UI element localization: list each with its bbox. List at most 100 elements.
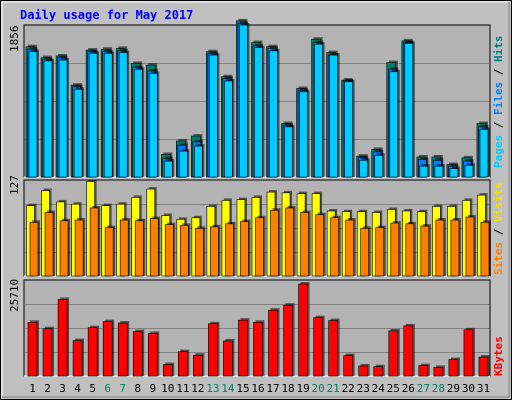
day-label: 5 (89, 382, 96, 395)
day-label: 16 (251, 382, 264, 395)
kbytes-bar (178, 351, 188, 377)
pages-bar (314, 43, 323, 178)
pages-bar (118, 52, 128, 178)
sites-bar (104, 227, 114, 277)
day-label: 2 (44, 382, 51, 395)
kbytes-panel (23, 279, 491, 377)
sites-bar (315, 214, 324, 277)
day-label: 24 (372, 382, 386, 395)
sites-bar (195, 228, 204, 277)
sites-bar (164, 224, 174, 277)
kbytes-bar (448, 359, 459, 377)
pages-bar (434, 165, 444, 178)
sites-bar (345, 219, 354, 277)
legend-visits: Visits (492, 182, 505, 222)
legend-files: Files (492, 82, 505, 115)
kbytes-bar (283, 304, 293, 377)
sites-bar (420, 225, 430, 277)
sites-bar (149, 218, 159, 277)
kbytes-bar (238, 319, 248, 377)
pages-bar (419, 165, 429, 178)
pages-bar (269, 50, 278, 178)
pages-bar (73, 89, 83, 178)
bottom-axis-max-label: 25710 (8, 279, 21, 312)
sites-bar (119, 219, 129, 277)
sites-bar (29, 222, 39, 277)
legend-sites: Sites (492, 242, 505, 275)
pages-bar (88, 53, 98, 178)
pages-bar (148, 73, 158, 178)
kbytes-bar (418, 365, 429, 377)
pages-bar (374, 154, 384, 178)
hits-files-pages-panel (23, 18, 491, 178)
day-label: 27 (417, 382, 430, 395)
day-label: 30 (462, 382, 475, 395)
day-label: 14 (221, 382, 235, 395)
day-label: 15 (236, 382, 249, 395)
pages-bar (133, 68, 143, 178)
legend-pages: Pages (492, 135, 505, 168)
sites-bar (210, 226, 219, 277)
kbytes-bar (298, 283, 308, 377)
sites-bar (450, 219, 460, 277)
sites-bar (225, 223, 234, 277)
kbytes-bar (132, 331, 143, 377)
kbytes-bar (72, 340, 83, 377)
day-label: 7 (119, 382, 126, 395)
pages-bar (464, 165, 474, 178)
day-label: 31 (477, 382, 490, 395)
day-label: 10 (161, 382, 174, 395)
day-label: 12 (191, 382, 204, 395)
kbytes-bar (42, 328, 53, 377)
pages-bar (344, 81, 353, 178)
sites-bar (270, 209, 279, 277)
day-label: 23 (357, 382, 370, 395)
kbytes-bar (223, 340, 233, 377)
pages-bar (209, 54, 218, 178)
day-label: 11 (176, 382, 189, 395)
day-label: 26 (402, 382, 415, 395)
pages-bar (239, 24, 248, 178)
sites-bar (360, 228, 370, 277)
pages-bar (449, 168, 459, 178)
top-legend: Pages / Files / Hits (492, 36, 505, 169)
sites-bar (255, 217, 264, 277)
sites-bar (285, 207, 294, 277)
kbytes-bar (253, 322, 263, 377)
pages-bar (58, 59, 68, 178)
day-label: 25 (387, 382, 400, 395)
kbytes-bar (478, 356, 489, 377)
pages-bar (329, 54, 338, 178)
sites-bar (240, 221, 249, 277)
pages-bar (103, 53, 113, 178)
day-label: 3 (59, 382, 66, 395)
sites-bar (480, 222, 490, 277)
day-label: 20 (312, 382, 325, 395)
middle-axis-max-label: 127 (8, 175, 21, 195)
pages-bar (479, 129, 489, 178)
day-label: 6 (104, 382, 111, 395)
kbytes-bar (373, 366, 384, 377)
kbytes-bar (343, 355, 353, 377)
sites-bar (330, 217, 339, 277)
kbytes-bar (57, 299, 68, 377)
kbytes-bar (268, 309, 278, 377)
kbytes-bar (147, 333, 158, 377)
sites-bar (59, 220, 69, 277)
pages-bar (163, 160, 173, 178)
day-label: 4 (74, 382, 81, 395)
chart-title: Daily usage for May 2017 (20, 8, 193, 22)
visits-sites-panel (23, 179, 491, 277)
kbytes-bar (358, 365, 369, 377)
pages-bar (179, 150, 188, 178)
legend-kbytes: KBytes (492, 336, 505, 376)
day-label: 8 (134, 382, 141, 395)
kbytes-bar (87, 327, 98, 377)
day-label: 9 (149, 382, 156, 395)
sites-bar (300, 212, 309, 277)
kbytes-bar (388, 330, 399, 377)
day-label: 18 (281, 382, 294, 395)
kbytes-bar (328, 320, 338, 377)
pages-bar (194, 145, 203, 178)
